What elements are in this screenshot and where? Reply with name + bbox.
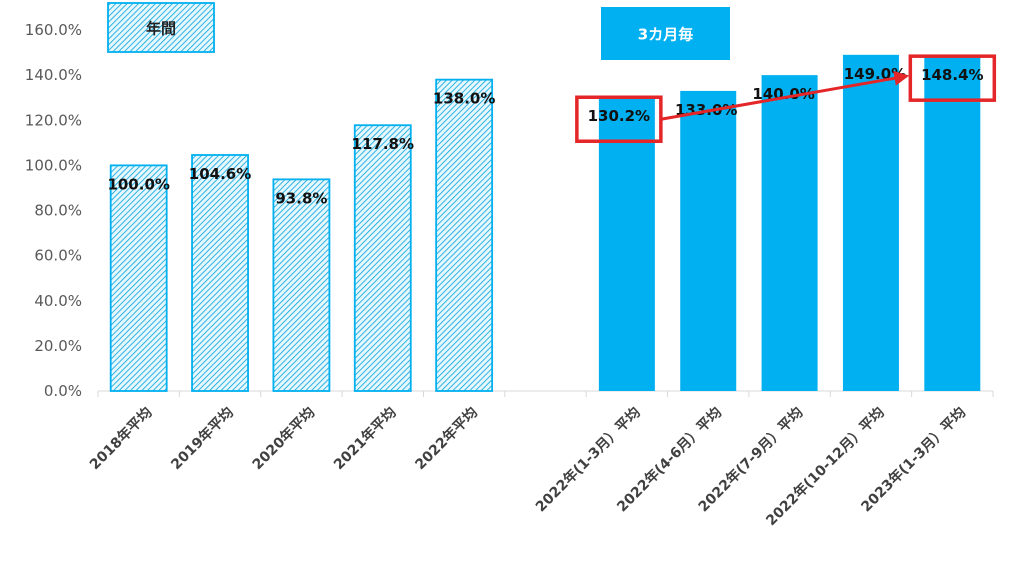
x-tick-label-3: 2021年平均 xyxy=(330,404,399,473)
y-tick-label: 160.0% xyxy=(25,21,82,39)
trend-arrow xyxy=(660,70,910,121)
data-label-9: 149.0% xyxy=(844,65,906,83)
bars xyxy=(109,54,981,392)
legend-swatch-0 xyxy=(107,2,215,53)
data-label-6: 130.2% xyxy=(588,107,650,125)
y-tick-label: 20.0% xyxy=(34,337,82,355)
data-label-3: 117.8% xyxy=(352,135,414,153)
y-tick-label: 120.0% xyxy=(25,111,82,129)
legend-item-1: 3カ月毎 xyxy=(601,7,730,60)
bar-0 xyxy=(109,164,168,392)
bar-1 xyxy=(191,154,249,392)
y-tick-label: 140.0% xyxy=(25,66,82,84)
bar-10 xyxy=(924,56,981,392)
data-label-8: 140.0% xyxy=(752,85,814,103)
data-label-2: 93.8% xyxy=(275,189,327,207)
data-label-10: 148.4% xyxy=(921,66,983,84)
y-tick-label: 60.0% xyxy=(34,247,82,265)
x-axis-labels: 2018年平均 2019年平均 2020年平均 2021年平均 2022年平均 2022年… xyxy=(86,404,969,529)
legend-swatch-1 xyxy=(601,7,730,60)
legend-item-0: 年間 xyxy=(107,2,215,53)
legend-label-1: 3カ月毎 xyxy=(638,26,693,44)
bar-2 xyxy=(272,178,331,392)
x-axis-ticks xyxy=(97,391,994,397)
data-label-4: 138.0% xyxy=(433,90,495,108)
bar-4 xyxy=(435,78,494,392)
x-tick-label-1: 2019年平均 xyxy=(168,404,237,473)
bar-7 xyxy=(680,90,737,391)
y-tick-label: 100.0% xyxy=(25,156,82,174)
bar-8 xyxy=(761,75,818,391)
y-tick-label: 0.0% xyxy=(44,382,82,400)
y-tick-label: 40.0% xyxy=(34,292,82,310)
bar-3 xyxy=(353,124,412,392)
bar-9 xyxy=(842,54,899,391)
legend-label-0: 年間 xyxy=(146,20,176,38)
data-label-1: 104.6% xyxy=(189,165,251,183)
highlight-box-1 xyxy=(908,54,997,102)
legend: 年間 3カ月毎 xyxy=(107,2,730,60)
y-tick-label: 80.0% xyxy=(34,202,82,220)
x-tick-label-0: 2018年平均 xyxy=(86,404,155,473)
data-label-0: 100.0% xyxy=(107,175,169,193)
x-tick-label-4: 2022年平均 xyxy=(412,404,481,473)
y-axis: 0.0% 20.0% 40.0% 60.0% 80.0% 100.0% 120.0% 140.… xyxy=(25,21,82,400)
bar-6 xyxy=(598,97,655,391)
x-tick-label-2: 2020年平均 xyxy=(249,404,318,473)
